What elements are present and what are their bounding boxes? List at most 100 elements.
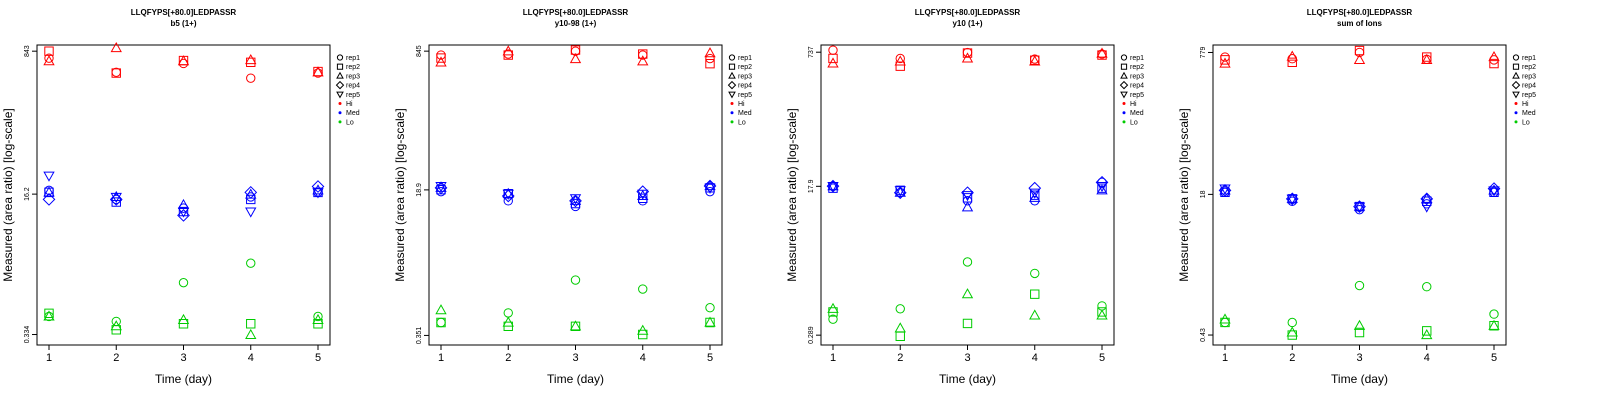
data-point-med-rep5 [1029, 188, 1041, 199]
data-point-lo-rep3 [245, 328, 257, 340]
y-tick-label: 16.2 [24, 187, 31, 201]
chart-subtitle: sum of Ions [1337, 19, 1382, 28]
x-tick-label: 5 [315, 352, 321, 364]
data-point-lo-rep2 [828, 307, 838, 317]
data-point-lo-rep1 [313, 311, 323, 322]
data-point-lo-rep2 [962, 318, 973, 329]
data-point-lo-rep3 [435, 304, 447, 315]
legend-marker-rep5 [336, 91, 344, 99]
legend-dot-lo [1514, 120, 1518, 124]
data-point-med-rep4 [42, 193, 56, 206]
data-point-med-rep5 [569, 194, 582, 205]
legend-label: rep5 [738, 92, 752, 99]
x-tick-label: 3 [180, 352, 186, 364]
data-point-hi-rep3 [704, 47, 716, 58]
legend-dot-med [338, 111, 342, 115]
data-point-lo-rep3 [704, 316, 716, 327]
data-point-med-rep5 [1488, 186, 1500, 197]
data-point-lo-rep2 [1354, 327, 1365, 338]
chart-panel-1: LLQFYPS[+80.0]LEDPASSR b5 (1+) 1 2 3 4 5 Time (… [1, 8, 360, 386]
data-point-lo-rep2 [111, 325, 121, 335]
legend-marker-rep4 [727, 80, 737, 90]
legend-label: Hi [738, 101, 745, 108]
data-point-med-rep2 [246, 194, 256, 205]
x-tick-label: 1 [1222, 352, 1228, 364]
legend-marker-rep2 [1512, 63, 1520, 70]
data-point-lo-rep3 [43, 310, 55, 321]
data-point-lo-rep2 [705, 317, 715, 328]
data-point-lo-rep1 [828, 314, 838, 324]
x-tick-label: 3 [1356, 352, 1362, 364]
legend-marker-rep1 [336, 54, 344, 61]
legend-label: rep3 [1522, 73, 1536, 80]
data-point-hi-rep3 [1096, 47, 1108, 58]
x-tick-label: 2 [113, 352, 119, 364]
x-tick-label: 5 [1491, 352, 1497, 364]
data-point-lo-rep1 [178, 277, 189, 288]
data-point-hi-rep3 [43, 55, 55, 66]
legend-label: rep4 [1130, 83, 1144, 90]
data-point-hi-rep2 [1422, 52, 1432, 62]
data-point-hi-rep2 [436, 53, 446, 63]
data-point-lo-rep3 [110, 320, 122, 331]
data-point-med-rep4 [1218, 184, 1232, 197]
data-point-hi-rep1 [44, 53, 54, 63]
data-point-hi-rep2 [1220, 55, 1230, 65]
data-point-med-rep5 [1219, 184, 1231, 195]
legend-label: Med [738, 110, 752, 117]
legend-label: Lo [346, 119, 354, 126]
plot-frame [36, 44, 331, 346]
data-point-lo-rep3 [1421, 328, 1433, 340]
data-point-lo-rep1 [1422, 282, 1432, 292]
data-point-hi-rep1 [895, 53, 905, 64]
data-point-med-rep5 [312, 188, 324, 199]
data-point-med-rep4 [1095, 175, 1109, 189]
data-point-hi-rep2 [962, 48, 973, 58]
legend-label: rep5 [1130, 92, 1144, 99]
legend-label: Lo [1130, 119, 1138, 126]
data-point-hi-rep2 [1287, 57, 1297, 68]
data-point-med-rep5 [1286, 194, 1298, 205]
legend-label: Med [346, 110, 360, 117]
data-point-lo-rep2 [1422, 326, 1432, 336]
legend-marker-rep4 [1511, 80, 1521, 90]
x-tick-label: 3 [964, 352, 970, 364]
data-point-hi-rep3 [245, 53, 257, 65]
x-axis-label: Time (day) [547, 372, 604, 386]
chart-panel-2: LLQFYPS[+80.0]LEDPASSR y10-98 (1+) 1 2 3 4 5 Ti… [393, 8, 752, 386]
data-point-med-rep5 [43, 171, 55, 182]
data-point-lo-rep1 [895, 304, 905, 314]
data-point-lo-rep3 [569, 320, 582, 331]
legend-label: rep5 [1522, 92, 1536, 99]
data-point-lo-rep1 [503, 308, 513, 318]
data-point-med-rep5 [827, 182, 839, 193]
data-point-hi-rep2 [503, 50, 513, 60]
data-point-med-rep3 [1421, 192, 1433, 203]
data-point-hi-rep2 [705, 58, 715, 69]
data-point-hi-rep3 [894, 55, 906, 66]
data-point-med-rep4 [1420, 192, 1434, 206]
legend-label: rep1 [738, 55, 752, 62]
data-point-lo-rep2 [436, 317, 446, 328]
data-point-med-rep4 [501, 189, 515, 203]
y-tick-label: 17.9 [808, 179, 815, 193]
data-point-lo-rep2 [1220, 317, 1230, 328]
legend-marker-rep1 [1120, 54, 1128, 61]
legend-label: rep4 [738, 83, 752, 90]
data-point-lo-rep1 [1030, 268, 1040, 279]
chart-panel-4: LLQFYPS[+80.0]LEDPASSR sum of Ions 1 2 3 4 5 Ti… [1177, 8, 1536, 386]
data-point-med-rep4 [177, 209, 190, 222]
data-point-med-rep3 [961, 201, 974, 212]
data-point-med-rep4 [109, 193, 123, 206]
y-axis-label: Measured (area ratio) [log-scale] [1, 108, 15, 281]
data-point-lo-rep2 [570, 321, 581, 332]
data-point-lo-rep2 [246, 319, 256, 329]
chart-title: LLQFYPS[+80.0]LEDPASSR [1307, 8, 1413, 17]
data-point-med-rep5 [637, 189, 649, 200]
data-point-lo-rep2 [313, 319, 323, 329]
data-point-hi-rep2 [44, 46, 54, 56]
data-point-lo-rep3 [961, 288, 974, 299]
data-point-med-rep5 [177, 207, 190, 218]
data-point-lo-rep1 [962, 257, 973, 267]
